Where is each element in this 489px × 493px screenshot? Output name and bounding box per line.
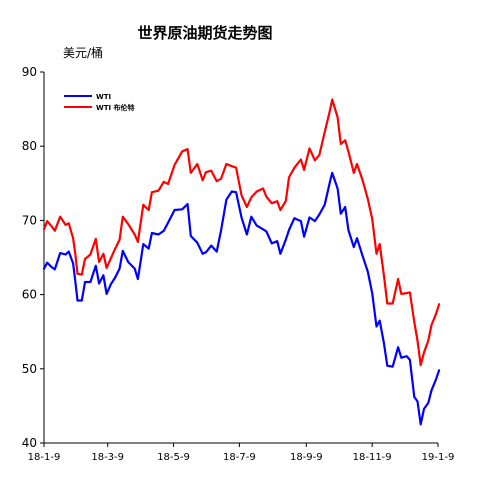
x-tick-label: 19-1-9 [422,452,455,463]
y-tick-label: 50 [22,362,37,376]
series-line-brent [42,98,441,367]
legend: WTI WTI 布伦特 [64,93,135,112]
y-tick-label: 60 [22,288,37,302]
y-tick-label: 70 [22,213,37,227]
y-tick-label: 90 [22,65,37,79]
axes: 40 50 60 70 80 90 18-1-9 18-3-9 18-5-9 18-7-9 18-9… [22,65,455,463]
y-tick-label: 40 [22,436,37,450]
legend-label: WTI 布伦特 [96,103,135,112]
legend-label: WTI [96,93,111,101]
x-tick-label: 18-11-9 [353,452,392,463]
x-tick-label: 18-9-9 [290,452,323,463]
y-tick-label: 80 [22,139,37,153]
y-axis-unit-label: 美元/桶 [63,45,103,60]
x-tick-label: 18-5-9 [157,452,190,463]
chart-title: 世界原油期货走势图 [137,24,272,42]
x-tick-label: 18-3-9 [91,452,124,463]
x-tick-label: 18-7-9 [223,452,256,463]
series-layer [42,98,441,426]
series-line-wti [42,171,441,426]
x-tick-label: 18-1-9 [28,452,61,463]
